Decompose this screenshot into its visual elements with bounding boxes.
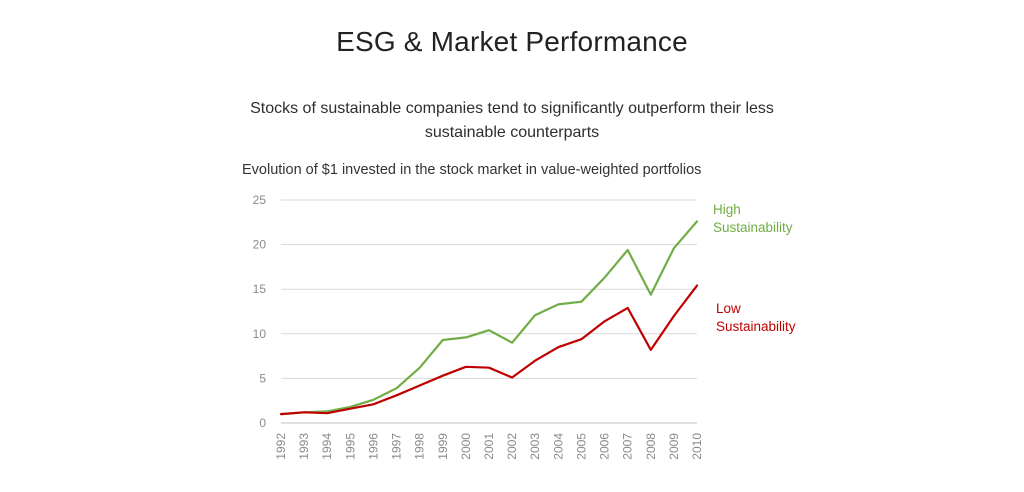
series-labels: High Sustainability Low Sustainability bbox=[713, 202, 796, 334]
x-tick-label: 2003 bbox=[528, 433, 542, 460]
x-tick-label: 1995 bbox=[343, 433, 357, 460]
series-line-high-sustainability bbox=[279, 220, 699, 416]
y-axis-tick-labels: 0 5 10 15 20 25 bbox=[253, 193, 267, 430]
series-line-low-sustainability bbox=[279, 284, 699, 416]
y-tick-label: 0 bbox=[259, 416, 266, 430]
y-tick-label: 20 bbox=[253, 238, 267, 252]
x-tick-label: 2002 bbox=[505, 433, 519, 460]
y-tick-label: 10 bbox=[253, 327, 267, 341]
series-lines bbox=[279, 220, 699, 416]
gridlines bbox=[281, 199, 697, 424]
series-label-high-line-1: High bbox=[713, 202, 741, 217]
x-tick-label: 2009 bbox=[667, 433, 681, 460]
x-tick-label: 2007 bbox=[621, 433, 635, 460]
x-tick-label: 1992 bbox=[274, 433, 288, 460]
series-label-low-line-1: Low bbox=[716, 301, 741, 316]
subtitle-line-1: Stocks of sustainable companies tend to … bbox=[250, 100, 774, 117]
subtitle-line-2: sustainable counterparts bbox=[424, 124, 600, 141]
series-label-low-line-2: Sustainability bbox=[716, 319, 796, 334]
x-axis-tick-labels: 1992 1993 1994 1995 1996 1997 1998 1999 2000 2001… bbox=[274, 433, 704, 460]
x-tick-label: 2006 bbox=[598, 433, 612, 460]
x-tick-label: 2001 bbox=[482, 433, 496, 460]
x-tick-label: 1998 bbox=[413, 433, 427, 460]
x-tick-label: 1997 bbox=[390, 433, 404, 460]
series-label-high-line-2: Sustainability bbox=[713, 220, 793, 235]
y-tick-label: 15 bbox=[253, 282, 267, 296]
y-tick-label: 25 bbox=[253, 193, 267, 207]
x-tick-label: 2000 bbox=[459, 433, 473, 460]
x-tick-label: 2008 bbox=[644, 433, 658, 460]
x-tick-label: 2010 bbox=[690, 433, 704, 460]
x-tick-label: 1996 bbox=[366, 433, 380, 460]
x-tick-label: 2004 bbox=[551, 433, 565, 460]
x-tick-label: 1994 bbox=[320, 433, 334, 460]
y-tick-label: 5 bbox=[259, 371, 266, 385]
x-tick-label: 1993 bbox=[297, 433, 311, 460]
page-title: ESG & Market Performance bbox=[336, 26, 688, 57]
x-tick-label: 2005 bbox=[574, 433, 588, 460]
chart-title: Evolution of $1 invested in the stock ma… bbox=[242, 162, 702, 178]
page-subtitle: Stocks of sustainable companies tend to … bbox=[212, 97, 812, 145]
x-tick-label: 1999 bbox=[436, 433, 450, 460]
